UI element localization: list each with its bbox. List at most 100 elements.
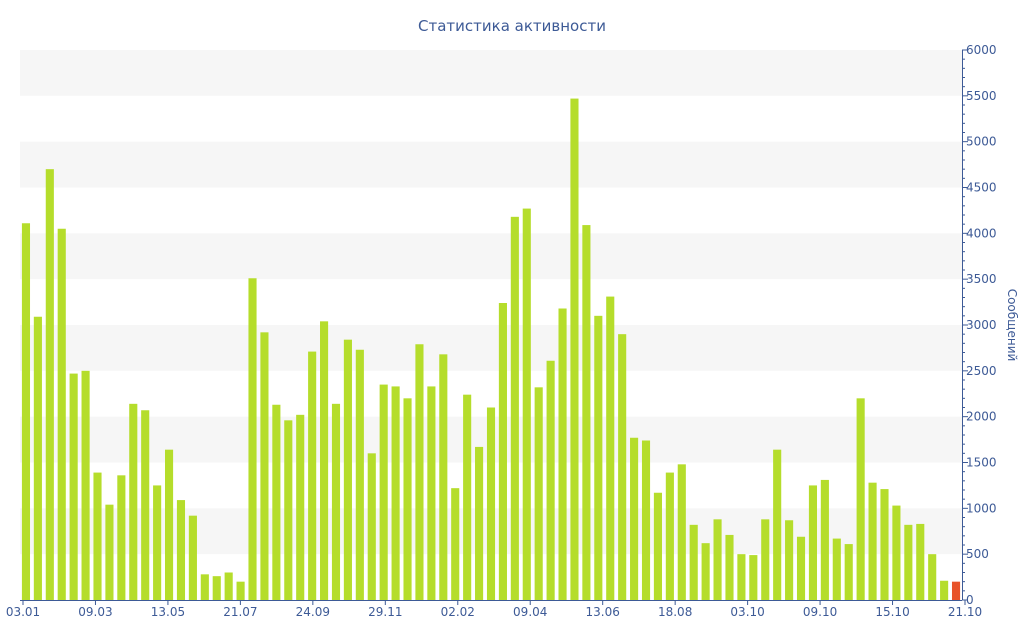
y-tick-label: 2500 [966, 364, 997, 378]
bar [320, 321, 329, 600]
grid-bands [20, 50, 962, 555]
bar [594, 315, 603, 600]
x-tick-label: 09.10 [803, 605, 837, 619]
bar [713, 519, 722, 600]
bar [856, 398, 865, 600]
bar [725, 534, 734, 600]
bar [761, 519, 770, 600]
bar [785, 520, 794, 600]
bar [21, 223, 31, 600]
bar [81, 370, 90, 600]
bar [653, 492, 662, 600]
bar [641, 440, 651, 600]
bar [415, 344, 424, 600]
x-tick-label: 21.10 [948, 605, 982, 619]
bar [45, 169, 54, 601]
y-tick-label: 6000 [966, 43, 997, 57]
grid-band [20, 325, 962, 371]
bar [546, 360, 555, 600]
grid-band [20, 233, 962, 280]
bar [57, 228, 66, 600]
bar [749, 555, 758, 600]
bar [212, 576, 221, 600]
bar [141, 410, 150, 600]
y-tick-label: 3500 [966, 272, 997, 286]
bar [391, 386, 400, 600]
bar [451, 488, 460, 600]
bar [486, 407, 496, 600]
bar [868, 482, 877, 600]
y-tick-label: 2000 [966, 410, 997, 424]
bar [284, 420, 293, 600]
bar [129, 403, 138, 600]
x-tick-label: 18.08 [658, 605, 692, 619]
bar [582, 225, 591, 600]
bar [188, 515, 197, 600]
bar [928, 554, 937, 600]
bar [808, 485, 818, 600]
axes: 0 500 1000 1500 2000 2500 3000 3500 4000 4500 5000… [6, 43, 997, 619]
bar [93, 472, 102, 600]
bar [296, 414, 305, 600]
bar [260, 332, 269, 600]
bar [940, 580, 949, 600]
bar [534, 387, 543, 600]
x-tick-label: 09.04 [513, 605, 547, 619]
bar [630, 437, 639, 600]
bar [904, 524, 913, 600]
bar-highlight [951, 581, 961, 600]
bars [21, 98, 961, 601]
bar [570, 98, 579, 600]
bar [773, 449, 782, 600]
grid-band [20, 50, 962, 96]
bar [105, 504, 114, 600]
bar [367, 453, 376, 600]
bar [701, 543, 710, 600]
bar [618, 334, 627, 600]
x-tick-label: 03.01 [6, 605, 40, 619]
bar [308, 351, 317, 600]
x-tick-label: 03.10 [730, 605, 764, 619]
bar [379, 384, 388, 600]
bar [331, 403, 341, 600]
bar [892, 505, 901, 600]
x-tick-label: 29.11 [368, 605, 402, 619]
bar [176, 500, 186, 600]
bar [737, 554, 746, 600]
grid-band [20, 141, 962, 188]
y-axis-title: Сообщений [1005, 289, 1019, 362]
chart-title: Статистика активности [418, 17, 606, 35]
bar [343, 339, 352, 600]
y-tick-label: 0 [966, 593, 974, 607]
bar [117, 475, 126, 600]
y-tick-label: 500 [966, 547, 989, 561]
x-tick-label: 13.06 [586, 605, 620, 619]
bar [153, 485, 162, 600]
bar [33, 316, 42, 600]
bar [200, 574, 209, 600]
bar [510, 216, 519, 600]
bar [665, 472, 674, 600]
x-tick-label: 21.07 [223, 605, 257, 619]
y-tick-label: 4000 [966, 226, 997, 240]
y-tick-label: 1500 [966, 456, 997, 470]
bar [522, 208, 531, 600]
bar [677, 464, 686, 600]
bar [880, 489, 889, 600]
bar [463, 394, 472, 600]
bar [498, 303, 507, 600]
bar [820, 479, 829, 600]
y-tick-label: 3000 [966, 318, 997, 332]
y-tick-label: 4500 [966, 181, 997, 195]
y-tick-label: 5500 [966, 89, 997, 103]
x-tick-label: 24.09 [296, 605, 330, 619]
y-tick-label: 1000 [966, 501, 997, 515]
x-tick-label: 13.05 [151, 605, 185, 619]
bar [427, 386, 436, 600]
bar [272, 404, 281, 600]
bar [439, 354, 448, 600]
bar [606, 296, 615, 600]
bar [916, 523, 925, 600]
bar [224, 572, 233, 600]
